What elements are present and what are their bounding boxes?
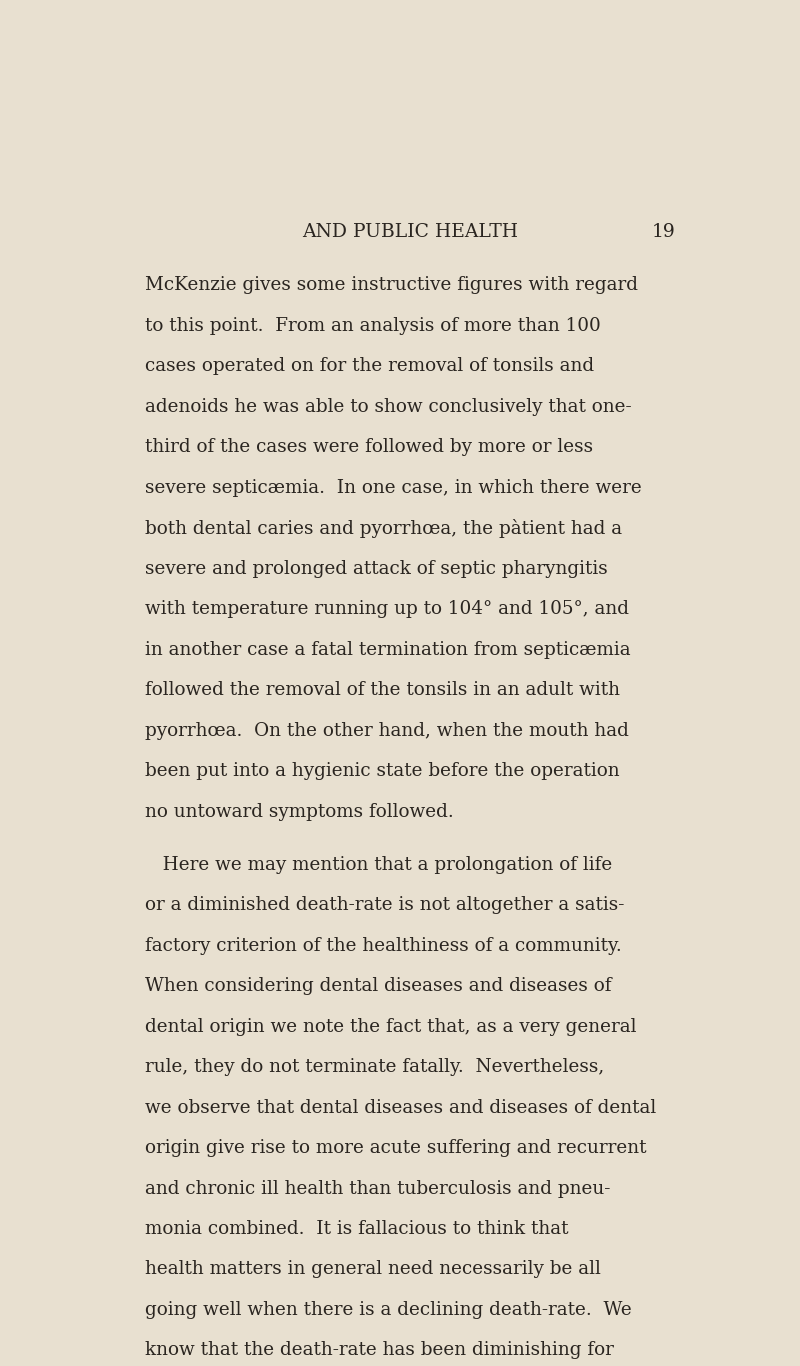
Text: Here we may mention that a prolongation of life: Here we may mention that a prolongation … bbox=[145, 855, 612, 873]
Text: followed the removal of the tonsils in an adult with: followed the removal of the tonsils in a… bbox=[145, 682, 620, 699]
Text: origin give rise to more acute suffering and recurrent: origin give rise to more acute suffering… bbox=[145, 1139, 646, 1157]
Text: and chronic ill health than tuberculosis and pneu-: and chronic ill health than tuberculosis… bbox=[145, 1179, 610, 1198]
Text: third of the cases were followed by more or less: third of the cases were followed by more… bbox=[145, 438, 593, 456]
Text: factory criterion of the healthiness of a community.: factory criterion of the healthiness of … bbox=[145, 937, 622, 955]
Text: When considering dental diseases and diseases of: When considering dental diseases and dis… bbox=[145, 977, 611, 994]
Text: severe and prolonged attack of septic pharyngitis: severe and prolonged attack of septic ph… bbox=[145, 560, 607, 578]
Text: McKenzie gives some instructive figures with regard: McKenzie gives some instructive figures … bbox=[145, 276, 638, 295]
Text: monia combined.  It is fallacious to think that: monia combined. It is fallacious to thin… bbox=[145, 1220, 568, 1238]
Text: 19: 19 bbox=[652, 223, 675, 240]
Text: AND PUBLIC HEALTH: AND PUBLIC HEALTH bbox=[302, 223, 518, 240]
Text: we observe that dental diseases and diseases of dental: we observe that dental diseases and dise… bbox=[145, 1098, 656, 1116]
Text: been put into a hygienic state before the operation: been put into a hygienic state before th… bbox=[145, 762, 619, 780]
Text: dental origin we note the fact that, as a very general: dental origin we note the fact that, as … bbox=[145, 1018, 636, 1035]
Text: know that the death-rate has been diminishing for: know that the death-rate has been dimini… bbox=[145, 1341, 614, 1359]
Text: in another case a fatal termination from septicæmia: in another case a fatal termination from… bbox=[145, 641, 630, 658]
Text: going well when there is a declining death-rate.  We: going well when there is a declining dea… bbox=[145, 1300, 631, 1320]
Text: health matters in general need necessarily be all: health matters in general need necessari… bbox=[145, 1261, 601, 1279]
Text: both dental caries and pyorrhœa, the pàtient had a: both dental caries and pyorrhœa, the pàt… bbox=[145, 519, 622, 538]
Text: or a diminished death-rate is not altogether a satis-: or a diminished death-rate is not altoge… bbox=[145, 896, 624, 914]
Text: severe septicæmia.  In one case, in which there were: severe septicæmia. In one case, in which… bbox=[145, 479, 642, 497]
Text: with temperature running up to 104° and 105°, and: with temperature running up to 104° and … bbox=[145, 601, 629, 619]
Text: cases operated on for the removal of tonsils and: cases operated on for the removal of ton… bbox=[145, 358, 594, 376]
Text: rule, they do not terminate fatally.  Nevertheless,: rule, they do not terminate fatally. Nev… bbox=[145, 1059, 604, 1076]
Text: no untoward symptoms followed.: no untoward symptoms followed. bbox=[145, 803, 454, 821]
Text: to this point.  From an analysis of more than 100: to this point. From an analysis of more … bbox=[145, 317, 600, 335]
Text: pyorrhœa.  On the other hand, when the mouth had: pyorrhœa. On the other hand, when the mo… bbox=[145, 721, 629, 740]
Text: adenoids he was able to show conclusively that one-: adenoids he was able to show conclusivel… bbox=[145, 398, 631, 417]
